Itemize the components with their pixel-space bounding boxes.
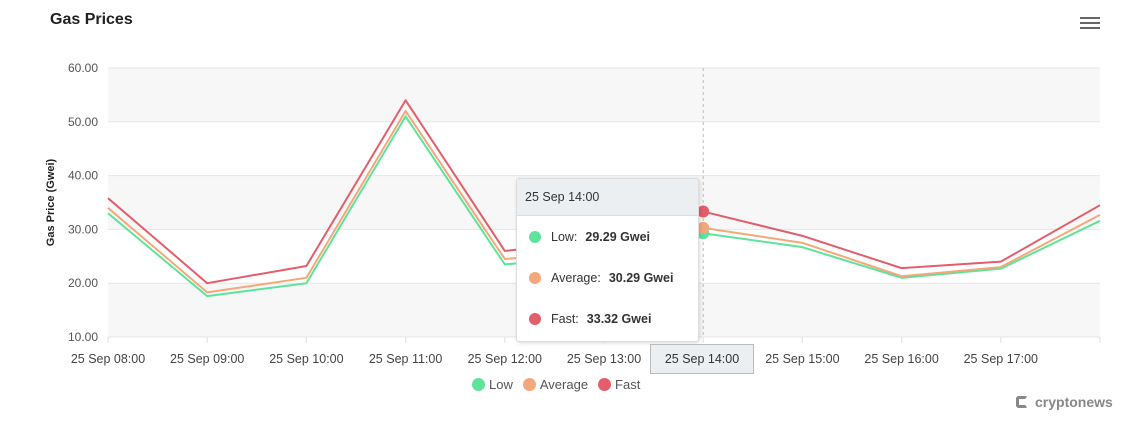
data-point-average	[697, 221, 710, 234]
cryptonews-logo-icon	[1016, 396, 1028, 408]
x-tick-label: 25 Sep 15:00	[765, 352, 839, 366]
y-tick-label: 20.00	[68, 276, 98, 290]
low-dot-icon	[529, 230, 541, 243]
tooltip-row-fast: Fast: 33.32 Gwei	[517, 298, 698, 339]
tooltip: 25 Sep 14:00 Low: 29.29 Gwei Average: 30…	[516, 178, 699, 342]
tooltip-row-average: Average: 30.29 Gwei	[517, 257, 698, 298]
tooltip-value: 33.32 Gwei	[586, 311, 652, 326]
legend-item-fast[interactable]: Fast	[598, 377, 640, 392]
data-point-fast	[697, 205, 710, 218]
x-tick-label: 25 Sep 09:00	[170, 352, 244, 366]
average-dot-icon	[529, 271, 541, 284]
tooltip-label: Average:	[551, 270, 601, 285]
y-axis-label: Gas Price (Gwei)	[45, 158, 57, 246]
x-tick-label: 25 Sep 12:00	[468, 352, 542, 366]
cryptonews-logo: cryptonews	[1016, 394, 1113, 410]
tooltip-row-low: Low: 29.29 Gwei	[517, 216, 698, 257]
fast-marker-icon	[598, 378, 612, 391]
chart-title: Gas Prices	[50, 11, 133, 28]
legend-item-low[interactable]: Low	[472, 377, 513, 392]
x-tick-label: 25 Sep 11:00	[369, 352, 442, 366]
y-tick-label: 40.00	[68, 169, 98, 183]
hamburger-menu-icon[interactable]	[1080, 14, 1100, 30]
x-tick-label: 25 Sep 08:00	[71, 352, 145, 366]
y-tick-label: 30.00	[68, 222, 98, 236]
tooltip-value: 29.29 Gwei	[585, 229, 651, 244]
low-marker-icon	[472, 378, 485, 391]
legend-item-average[interactable]: Average	[522, 377, 589, 392]
x-tick-label: 25 Sep 17:00	[964, 352, 1038, 366]
legend-label: Average	[539, 377, 589, 392]
x-tick-label: 25 Sep 16:00	[864, 352, 938, 366]
tooltip-header: 25 Sep 14:00	[517, 179, 698, 216]
x-tick-label: 25 Sep 13:00	[567, 352, 641, 366]
y-tick-label: 50.00	[68, 115, 98, 129]
legend: Low Average Fast	[472, 377, 640, 392]
crosshair-x-label: 25 Sep 14:00	[650, 344, 754, 374]
fast-dot-icon	[529, 312, 541, 325]
legend-label: Low	[489, 377, 513, 392]
x-tick-label: 25 Sep 10:00	[269, 352, 343, 366]
y-tick-label: 10.00	[68, 330, 98, 344]
y-tick-label: 60.00	[68, 61, 98, 75]
brand-name: cryptonews	[1035, 394, 1113, 410]
tooltip-value: 30.29 Gwei	[608, 270, 674, 285]
grid-band	[108, 68, 1100, 122]
legend-label: Fast	[615, 377, 641, 392]
tooltip-label: Fast:	[551, 311, 579, 326]
tooltip-label: Low:	[551, 229, 578, 244]
average-marker-icon	[522, 378, 536, 391]
